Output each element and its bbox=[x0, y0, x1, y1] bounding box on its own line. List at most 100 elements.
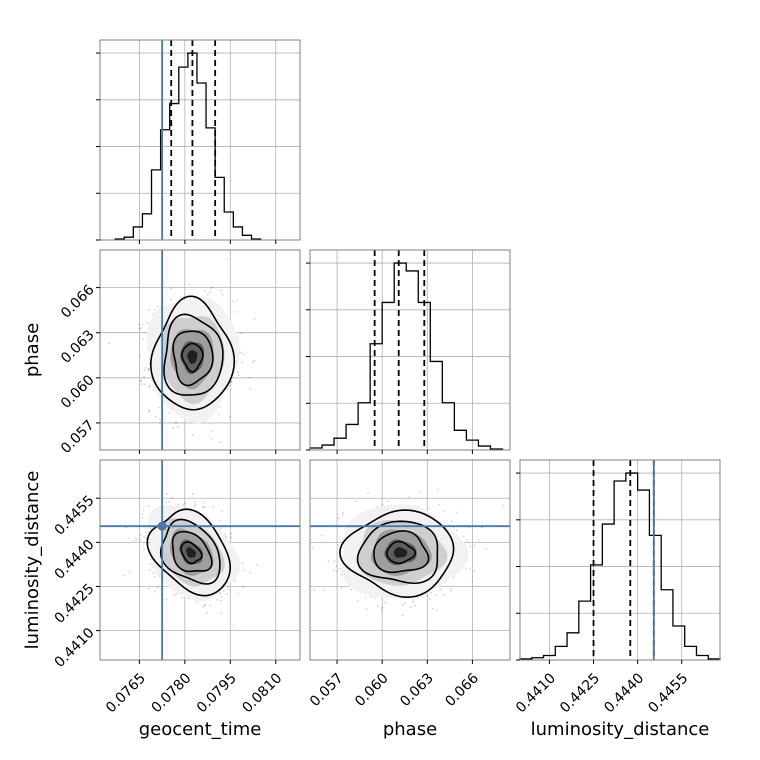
sample-point bbox=[242, 353, 245, 355]
sample-point bbox=[108, 342, 110, 345]
sample-point bbox=[203, 506, 205, 509]
density-level-4 bbox=[186, 547, 197, 558]
sample-point bbox=[320, 534, 323, 537]
sample-point bbox=[143, 535, 146, 538]
sample-point bbox=[147, 505, 150, 508]
sample-point bbox=[219, 599, 222, 602]
sample-point bbox=[386, 500, 389, 503]
contour-line-3 bbox=[339, 509, 455, 599]
sample-point bbox=[374, 597, 377, 599]
sample-point bbox=[204, 604, 207, 607]
sample-point bbox=[212, 505, 215, 508]
contour-line-1 bbox=[171, 530, 213, 573]
sample-point bbox=[401, 614, 404, 617]
sample-point bbox=[143, 376, 145, 378]
sample-point bbox=[436, 608, 438, 611]
sample-point bbox=[220, 611, 223, 614]
sample-point bbox=[177, 503, 180, 506]
x-tick-label-luminosity_distance: 0.4440 bbox=[601, 670, 647, 716]
sample-point bbox=[485, 547, 488, 550]
sample-point bbox=[451, 520, 454, 523]
sample-point bbox=[157, 586, 159, 589]
y-tick-label-phase: 0.066 bbox=[58, 282, 98, 322]
contour-line-0 bbox=[180, 541, 203, 565]
y-tick-label-luminosity_distance: 0.4455 bbox=[52, 493, 98, 539]
sample-point bbox=[159, 421, 161, 424]
sample-point bbox=[180, 296, 183, 299]
sample-point bbox=[216, 599, 219, 601]
sample-point bbox=[153, 590, 156, 593]
sample-point bbox=[502, 504, 505, 507]
x-tick-label-geocent_time: 0.0780 bbox=[148, 670, 194, 716]
sample-point bbox=[430, 591, 433, 594]
sample-point bbox=[195, 601, 198, 604]
sample-point bbox=[170, 496, 173, 499]
sample-point bbox=[340, 586, 343, 589]
sample-point bbox=[148, 367, 151, 370]
panel-frame-geocent_time-luminosity_distance bbox=[99, 459, 301, 661]
sample-point bbox=[172, 427, 174, 430]
pair-panel-geocent_time-luminosity_distance bbox=[100, 460, 300, 660]
sample-point bbox=[148, 363, 151, 366]
sample-point bbox=[327, 560, 330, 563]
sample-point bbox=[443, 509, 446, 512]
truth-point bbox=[157, 521, 167, 531]
sample-point bbox=[157, 305, 160, 308]
sample-point bbox=[159, 475, 161, 477]
sample-point bbox=[141, 513, 144, 515]
sample-point bbox=[210, 287, 212, 290]
sample-point bbox=[443, 593, 445, 596]
sample-point bbox=[219, 289, 222, 292]
contour-line-0 bbox=[386, 540, 417, 565]
sample-point bbox=[170, 298, 172, 301]
sample-point bbox=[453, 576, 455, 578]
sample-point bbox=[143, 369, 146, 372]
sample-point bbox=[193, 505, 196, 507]
sample-point bbox=[206, 293, 209, 296]
sample-point bbox=[251, 361, 254, 364]
sample-point bbox=[189, 283, 191, 286]
sample-point bbox=[462, 535, 465, 538]
sample-point bbox=[148, 386, 151, 389]
sample-point bbox=[142, 509, 145, 512]
x-tick-label-luminosity_distance: 0.4455 bbox=[645, 670, 691, 716]
sample-point bbox=[336, 570, 339, 573]
sample-point bbox=[158, 418, 161, 421]
sample-point bbox=[225, 258, 228, 261]
x-axis-label-geocent_time: geocent_time bbox=[139, 719, 262, 740]
sample-point bbox=[149, 563, 152, 565]
sample-point bbox=[194, 501, 196, 503]
sample-point bbox=[237, 592, 240, 595]
sample-point bbox=[473, 544, 476, 547]
sample-point bbox=[219, 591, 221, 594]
histogram-phase bbox=[309, 262, 504, 450]
sample-point bbox=[230, 532, 233, 535]
sample-point bbox=[426, 594, 429, 597]
sample-point bbox=[337, 544, 340, 546]
sample-point bbox=[340, 573, 343, 576]
pair-panel-phase-luminosity_distance bbox=[310, 488, 510, 617]
sample-point bbox=[466, 539, 469, 541]
sample-point bbox=[147, 369, 150, 371]
sample-point bbox=[209, 291, 211, 294]
sample-point bbox=[135, 539, 138, 541]
contour-line-3 bbox=[150, 295, 236, 411]
sample-point bbox=[350, 588, 353, 591]
y-axis-label-phase: phase bbox=[22, 323, 43, 377]
sample-point bbox=[191, 493, 194, 495]
sample-point bbox=[337, 517, 340, 520]
sample-point bbox=[323, 589, 325, 592]
sample-point bbox=[123, 574, 126, 577]
sample-point bbox=[242, 568, 245, 571]
sample-point bbox=[354, 500, 357, 502]
sample-point bbox=[381, 606, 384, 609]
sample-point bbox=[230, 536, 232, 539]
sample-point bbox=[138, 323, 141, 326]
sample-point bbox=[221, 510, 223, 512]
panel-frame-geocent_time-phase bbox=[99, 249, 301, 451]
sample-point bbox=[342, 511, 344, 514]
sample-point bbox=[220, 595, 223, 598]
sample-point bbox=[342, 537, 345, 540]
sample-point bbox=[140, 327, 143, 329]
